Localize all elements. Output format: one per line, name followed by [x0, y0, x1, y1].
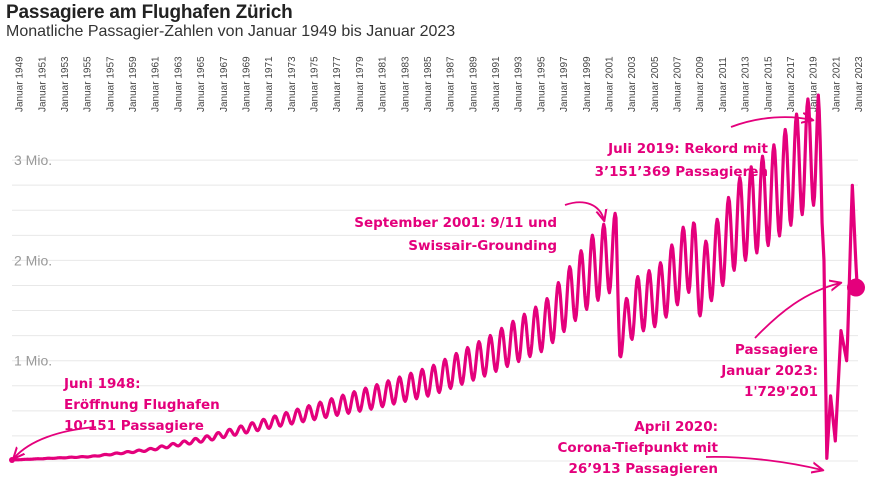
- x-tick-label: Januar 1979: [355, 56, 366, 112]
- chart-subtitle: Monatliche Passagier-Zahlen von Januar 1…: [6, 23, 456, 40]
- x-tick-label: Januar 1991: [491, 56, 502, 112]
- x-tick-label: Januar 1985: [423, 56, 434, 112]
- y-tick-label: 2 Mio.: [14, 252, 52, 268]
- x-tick-label: Januar 1953: [60, 56, 71, 112]
- x-tick-label: Januar 2017: [786, 56, 797, 112]
- x-tick-label: Januar 1995: [536, 56, 547, 112]
- x-tick-label: Januar 2003: [627, 56, 638, 112]
- x-tick-label: Januar 2011: [718, 57, 729, 112]
- y-tick-label: 1 Mio.: [14, 353, 52, 369]
- x-tick-label: Januar 1983: [400, 56, 411, 112]
- x-tick-label: Januar 2005: [650, 56, 661, 112]
- annotations: Juni 1948: Eröffnung Flughafen 10’151 Pass…: [14, 117, 840, 477]
- annotation-april2020: April 2020: Corona-Tiefpunkt mit 26’913 Pa…: [558, 419, 719, 477]
- x-tick-label: Januar 2013: [741, 56, 752, 112]
- annotation-arrow-april2020: [705, 455, 822, 470]
- x-tick-label: Januar 2019: [809, 56, 820, 112]
- annotation-arrow-september2001: [564, 201, 604, 220]
- annotation-opening: Juni 1948: Eröffnung Flughafen 10’151 Pass…: [63, 376, 220, 434]
- x-tick-label: Januar 1967: [219, 56, 230, 112]
- x-tick-label: Januar 2023: [854, 56, 865, 112]
- y-axis: 1 Mio. 2 Mio. 3 Mio.: [14, 152, 52, 369]
- annotation-arrow-opening: [14, 426, 97, 458]
- x-tick-label: Januar 1959: [128, 56, 139, 112]
- x-tick-label: Januar 1963: [173, 56, 184, 112]
- x-tick-label: Januar 2021: [831, 56, 842, 112]
- annotation-january2023: Passagiere Januar 2023: 1'729'201: [720, 342, 818, 400]
- annotation-arrow-record2019: [730, 117, 812, 128]
- x-tick-label: Januar 1975: [310, 56, 321, 112]
- y-tick-label: 3 Mio.: [14, 152, 52, 168]
- x-tick-label: Januar 1969: [241, 56, 252, 112]
- x-tick-label: Januar 1971: [264, 56, 275, 112]
- series-line: [11, 93, 860, 462]
- x-tick-label: Januar 1957: [105, 56, 116, 112]
- grid-lines: [12, 159, 858, 462]
- x-tick-label: Januar 1989: [468, 56, 479, 112]
- end-point: [847, 278, 865, 297]
- x-tick-label: Januar 2009: [695, 56, 706, 112]
- x-tick-label: Januar 1955: [83, 56, 94, 112]
- x-tick-label: Januar 1981: [378, 56, 389, 112]
- x-tick-label: Januar 1973: [287, 56, 298, 112]
- x-axis: Januar 1949 Januar 1951 Januar 1953 Januar …: [15, 56, 865, 112]
- x-tick-label: Januar 1997: [559, 56, 570, 112]
- x-tick-label: Januar 1999: [582, 56, 593, 112]
- x-tick-label: Januar 1949: [15, 56, 26, 112]
- chart-title: Passagiere am Flughafen Zürich: [6, 2, 293, 23]
- x-tick-label: Januar 1987: [446, 56, 457, 112]
- series-group: [9, 93, 865, 463]
- annotation-arrow-january2023: [754, 283, 840, 339]
- x-tick-label: Januar 1993: [514, 56, 525, 112]
- x-tick-label: Januar 1951: [37, 56, 48, 112]
- x-tick-label: Januar 2015: [763, 56, 774, 112]
- annotation-september2001: September 2001: 9/11 und Swissair-Groundi…: [354, 215, 557, 254]
- annotation-record2019: Juli 2019: Rekord mit 3’151’369 Passagier…: [595, 141, 769, 180]
- x-tick-label: Januar 1961: [151, 56, 162, 112]
- x-tick-label: Januar 1965: [196, 56, 207, 112]
- x-tick-label: Januar 1977: [332, 56, 343, 112]
- x-tick-label: Januar 2007: [673, 56, 684, 112]
- x-tick-label: Januar 2001: [604, 56, 615, 112]
